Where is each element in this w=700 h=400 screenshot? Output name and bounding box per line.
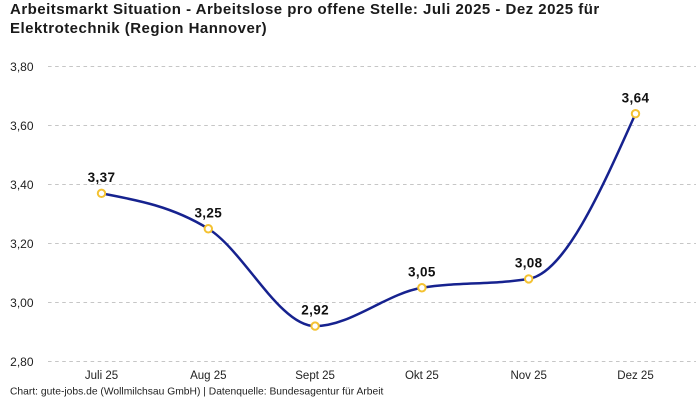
svg-text:3,80: 3,80 — [10, 60, 34, 74]
svg-text:Juli 25: Juli 25 — [85, 370, 118, 382]
svg-text:3,00: 3,00 — [10, 296, 34, 310]
svg-text:Dez 25: Dez 25 — [617, 370, 653, 382]
svg-text:3,20: 3,20 — [10, 237, 34, 251]
svg-text:3,40: 3,40 — [10, 178, 34, 192]
svg-text:3,05: 3,05 — [408, 264, 436, 279]
svg-text:Okt 25: Okt 25 — [405, 370, 439, 382]
svg-text:Sept 25: Sept 25 — [295, 370, 335, 382]
svg-text:2,80: 2,80 — [10, 355, 34, 369]
svg-text:Nov 25: Nov 25 — [510, 370, 546, 382]
svg-text:2,92: 2,92 — [301, 303, 329, 318]
svg-text:3,37: 3,37 — [88, 170, 116, 185]
svg-text:3,60: 3,60 — [10, 119, 34, 133]
svg-text:Elektrotechnik (Region Hannove: Elektrotechnik (Region Hannover) — [10, 20, 267, 37]
svg-text:3,25: 3,25 — [194, 205, 222, 220]
svg-text:3,08: 3,08 — [515, 256, 543, 271]
svg-text:Chart: gute-jobs.de (Wollmilch: Chart: gute-jobs.de (Wollmilchsau GmbH) … — [10, 387, 383, 398]
svg-text:Arbeitsmarkt Situation - Arbei: Arbeitsmarkt Situation - Arbeitslose pro… — [10, 1, 600, 18]
svg-text:Aug 25: Aug 25 — [190, 370, 226, 382]
svg-text:3,64: 3,64 — [622, 90, 650, 105]
